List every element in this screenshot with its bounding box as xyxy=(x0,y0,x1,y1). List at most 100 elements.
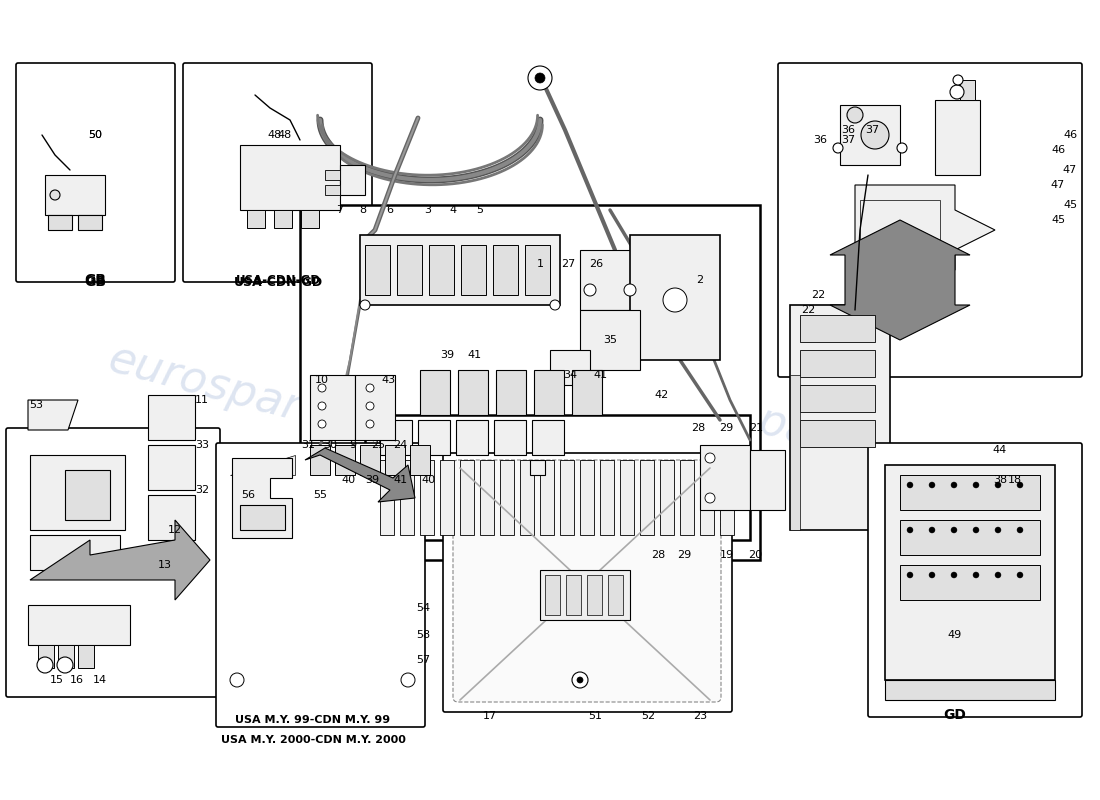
Circle shape xyxy=(705,453,715,463)
Polygon shape xyxy=(232,458,292,538)
Text: 6: 6 xyxy=(386,205,394,215)
Text: 32: 32 xyxy=(195,485,209,495)
Text: 26: 26 xyxy=(588,259,603,269)
Text: 29: 29 xyxy=(676,550,691,560)
Text: 10: 10 xyxy=(315,375,329,385)
Polygon shape xyxy=(532,420,564,455)
Circle shape xyxy=(950,85,964,99)
Polygon shape xyxy=(429,245,454,295)
Circle shape xyxy=(974,572,979,578)
Text: 56: 56 xyxy=(241,490,255,500)
Text: 5: 5 xyxy=(476,205,484,215)
Text: 51: 51 xyxy=(588,711,602,721)
Circle shape xyxy=(318,402,326,410)
Circle shape xyxy=(996,482,1001,488)
Text: 37: 37 xyxy=(840,135,855,145)
Polygon shape xyxy=(301,210,319,228)
Polygon shape xyxy=(148,395,195,440)
Text: 1: 1 xyxy=(537,259,543,269)
Polygon shape xyxy=(324,170,340,180)
Text: 47: 47 xyxy=(1050,180,1065,190)
Polygon shape xyxy=(608,575,623,615)
Text: 11: 11 xyxy=(195,395,209,405)
Text: 40: 40 xyxy=(341,475,355,485)
Circle shape xyxy=(705,493,715,503)
Text: 21: 21 xyxy=(749,423,763,433)
Circle shape xyxy=(318,384,326,392)
Text: 35: 35 xyxy=(603,335,617,345)
Circle shape xyxy=(584,284,596,296)
Polygon shape xyxy=(28,400,78,430)
Polygon shape xyxy=(461,245,486,295)
Text: 24: 24 xyxy=(393,440,407,450)
Polygon shape xyxy=(960,80,975,100)
Polygon shape xyxy=(28,605,130,645)
Text: 46: 46 xyxy=(1050,145,1065,155)
Text: 45: 45 xyxy=(1063,200,1077,210)
Polygon shape xyxy=(58,645,74,668)
Circle shape xyxy=(1018,527,1023,533)
Text: USA-CDN-GD: USA-CDN-GD xyxy=(233,275,322,289)
Circle shape xyxy=(1018,482,1023,488)
Circle shape xyxy=(37,657,53,673)
Text: 42: 42 xyxy=(654,390,669,400)
Circle shape xyxy=(908,572,913,578)
Circle shape xyxy=(663,288,688,312)
Circle shape xyxy=(952,572,957,578)
Polygon shape xyxy=(680,460,694,535)
Polygon shape xyxy=(148,445,195,490)
Polygon shape xyxy=(580,310,640,370)
Polygon shape xyxy=(525,245,550,295)
Text: 53: 53 xyxy=(29,400,43,410)
Polygon shape xyxy=(700,460,714,535)
Text: 41: 41 xyxy=(593,370,607,380)
Polygon shape xyxy=(30,535,120,570)
Circle shape xyxy=(230,673,244,687)
Polygon shape xyxy=(410,445,430,475)
Polygon shape xyxy=(790,375,800,530)
Text: 41: 41 xyxy=(468,350,482,360)
Polygon shape xyxy=(886,465,1055,680)
Text: USA M.Y. 2000-CDN M.Y. 2000: USA M.Y. 2000-CDN M.Y. 2000 xyxy=(221,735,406,745)
Text: 27: 27 xyxy=(561,259,575,269)
Polygon shape xyxy=(540,570,630,620)
Polygon shape xyxy=(550,350,590,385)
Text: 23: 23 xyxy=(693,711,707,721)
Circle shape xyxy=(952,527,957,533)
Polygon shape xyxy=(418,420,450,455)
Circle shape xyxy=(908,527,913,533)
Circle shape xyxy=(847,107,864,123)
Polygon shape xyxy=(720,460,734,535)
FancyBboxPatch shape xyxy=(868,443,1082,717)
Text: 38: 38 xyxy=(993,475,1008,485)
Circle shape xyxy=(528,66,552,90)
Text: 39: 39 xyxy=(365,475,380,485)
Polygon shape xyxy=(840,105,900,165)
Text: GD: GD xyxy=(944,708,967,722)
Circle shape xyxy=(318,420,326,428)
Circle shape xyxy=(930,572,935,578)
Polygon shape xyxy=(855,185,996,270)
Text: USA-CDN-GD: USA-CDN-GD xyxy=(235,274,320,286)
Polygon shape xyxy=(496,370,526,415)
Text: 41: 41 xyxy=(393,475,407,485)
Text: 36: 36 xyxy=(813,135,827,145)
Text: 33: 33 xyxy=(195,440,209,450)
Text: 47: 47 xyxy=(1063,165,1077,175)
Circle shape xyxy=(624,284,636,296)
Circle shape xyxy=(572,672,588,688)
Text: 39: 39 xyxy=(440,350,454,360)
Polygon shape xyxy=(440,460,454,535)
Polygon shape xyxy=(336,445,355,475)
Text: USA M.Y. 99-CDN M.Y. 99: USA M.Y. 99-CDN M.Y. 99 xyxy=(235,715,390,725)
Text: eurospares: eurospares xyxy=(405,267,656,373)
Text: 14: 14 xyxy=(92,675,107,685)
Text: 46: 46 xyxy=(1063,130,1077,140)
Circle shape xyxy=(402,673,415,687)
FancyBboxPatch shape xyxy=(216,443,425,727)
Polygon shape xyxy=(379,420,412,455)
Text: 16: 16 xyxy=(70,675,84,685)
Polygon shape xyxy=(860,200,940,265)
Polygon shape xyxy=(900,520,1040,555)
FancyBboxPatch shape xyxy=(778,63,1082,377)
